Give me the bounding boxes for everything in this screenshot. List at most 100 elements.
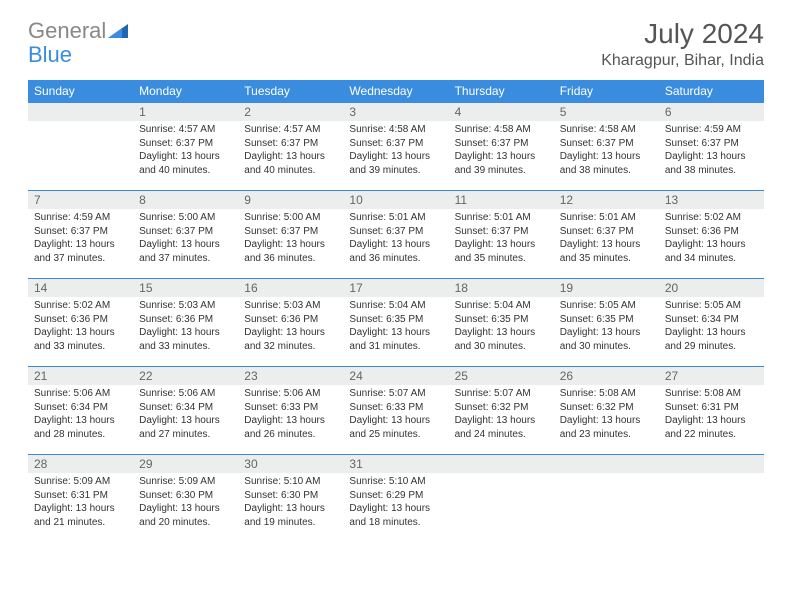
day-cell: 21Sunrise: 5:06 AMSunset: 6:34 PMDayligh… [28, 367, 133, 455]
day-content: Sunrise: 4:58 AMSunset: 6:37 PMDaylight:… [554, 121, 659, 181]
day-number: 22 [133, 367, 238, 385]
day-cell: 20Sunrise: 5:05 AMSunset: 6:34 PMDayligh… [659, 279, 764, 367]
week-row: 1Sunrise: 4:57 AMSunset: 6:37 PMDaylight… [28, 103, 764, 191]
day-number: 7 [28, 191, 133, 209]
title-block: July 2024 Kharagpur, Bihar, India [601, 18, 764, 70]
day-cell [554, 455, 659, 543]
logo-text-blue: Blue [28, 42, 72, 67]
weekday-header: Sunday [28, 80, 133, 103]
day-number: 10 [343, 191, 448, 209]
day-content: Sunrise: 4:58 AMSunset: 6:37 PMDaylight:… [343, 121, 448, 181]
day-cell: 2Sunrise: 4:57 AMSunset: 6:37 PMDaylight… [238, 103, 343, 191]
location: Kharagpur, Bihar, India [601, 52, 764, 70]
day-number [28, 103, 133, 121]
day-cell: 23Sunrise: 5:06 AMSunset: 6:33 PMDayligh… [238, 367, 343, 455]
day-number: 6 [659, 103, 764, 121]
weekday-header: Thursday [449, 80, 554, 103]
day-content: Sunrise: 5:01 AMSunset: 6:37 PMDaylight:… [554, 209, 659, 269]
day-number: 13 [659, 191, 764, 209]
day-cell: 8Sunrise: 5:00 AMSunset: 6:37 PMDaylight… [133, 191, 238, 279]
day-number: 24 [343, 367, 448, 385]
day-cell: 29Sunrise: 5:09 AMSunset: 6:30 PMDayligh… [133, 455, 238, 543]
week-row: 28Sunrise: 5:09 AMSunset: 6:31 PMDayligh… [28, 455, 764, 543]
weekday-header: Monday [133, 80, 238, 103]
day-cell: 5Sunrise: 4:58 AMSunset: 6:37 PMDaylight… [554, 103, 659, 191]
day-number: 3 [343, 103, 448, 121]
day-content: Sunrise: 5:09 AMSunset: 6:31 PMDaylight:… [28, 473, 133, 533]
day-cell: 1Sunrise: 4:57 AMSunset: 6:37 PMDaylight… [133, 103, 238, 191]
day-content: Sunrise: 5:07 AMSunset: 6:33 PMDaylight:… [343, 385, 448, 445]
day-cell: 14Sunrise: 5:02 AMSunset: 6:36 PMDayligh… [28, 279, 133, 367]
day-content: Sunrise: 5:06 AMSunset: 6:34 PMDaylight:… [133, 385, 238, 445]
day-cell [659, 455, 764, 543]
day-number: 14 [28, 279, 133, 297]
day-content: Sunrise: 5:08 AMSunset: 6:32 PMDaylight:… [554, 385, 659, 445]
day-cell: 7Sunrise: 4:59 AMSunset: 6:37 PMDaylight… [28, 191, 133, 279]
day-cell: 22Sunrise: 5:06 AMSunset: 6:34 PMDayligh… [133, 367, 238, 455]
logo-text-gray: General [28, 18, 106, 44]
day-cell: 3Sunrise: 4:58 AMSunset: 6:37 PMDaylight… [343, 103, 448, 191]
day-cell [28, 103, 133, 191]
day-content: Sunrise: 5:06 AMSunset: 6:33 PMDaylight:… [238, 385, 343, 445]
day-number: 29 [133, 455, 238, 473]
day-number: 5 [554, 103, 659, 121]
day-number: 28 [28, 455, 133, 473]
day-content: Sunrise: 4:59 AMSunset: 6:37 PMDaylight:… [659, 121, 764, 181]
day-content: Sunrise: 5:04 AMSunset: 6:35 PMDaylight:… [449, 297, 554, 357]
day-number: 21 [28, 367, 133, 385]
day-number: 9 [238, 191, 343, 209]
day-cell: 6Sunrise: 4:59 AMSunset: 6:37 PMDaylight… [659, 103, 764, 191]
day-content: Sunrise: 5:10 AMSunset: 6:30 PMDaylight:… [238, 473, 343, 533]
day-number: 20 [659, 279, 764, 297]
day-content: Sunrise: 4:57 AMSunset: 6:37 PMDaylight:… [133, 121, 238, 181]
day-cell [449, 455, 554, 543]
day-content: Sunrise: 5:00 AMSunset: 6:37 PMDaylight:… [238, 209, 343, 269]
day-cell: 16Sunrise: 5:03 AMSunset: 6:36 PMDayligh… [238, 279, 343, 367]
day-content: Sunrise: 5:06 AMSunset: 6:34 PMDaylight:… [28, 385, 133, 445]
day-number: 27 [659, 367, 764, 385]
day-cell: 17Sunrise: 5:04 AMSunset: 6:35 PMDayligh… [343, 279, 448, 367]
day-number: 31 [343, 455, 448, 473]
day-content: Sunrise: 5:02 AMSunset: 6:36 PMDaylight:… [659, 209, 764, 269]
weekday-header: Saturday [659, 80, 764, 103]
day-content: Sunrise: 5:10 AMSunset: 6:29 PMDaylight:… [343, 473, 448, 533]
day-cell: 10Sunrise: 5:01 AMSunset: 6:37 PMDayligh… [343, 191, 448, 279]
day-number: 30 [238, 455, 343, 473]
day-cell: 19Sunrise: 5:05 AMSunset: 6:35 PMDayligh… [554, 279, 659, 367]
day-cell: 24Sunrise: 5:07 AMSunset: 6:33 PMDayligh… [343, 367, 448, 455]
weekday-header: Wednesday [343, 80, 448, 103]
day-content: Sunrise: 5:09 AMSunset: 6:30 PMDaylight:… [133, 473, 238, 533]
weekday-header: Tuesday [238, 80, 343, 103]
day-number: 15 [133, 279, 238, 297]
day-cell: 11Sunrise: 5:01 AMSunset: 6:37 PMDayligh… [449, 191, 554, 279]
day-number: 19 [554, 279, 659, 297]
week-row: 14Sunrise: 5:02 AMSunset: 6:36 PMDayligh… [28, 279, 764, 367]
week-row: 21Sunrise: 5:06 AMSunset: 6:34 PMDayligh… [28, 367, 764, 455]
day-number [659, 455, 764, 473]
day-content: Sunrise: 5:03 AMSunset: 6:36 PMDaylight:… [238, 297, 343, 357]
day-cell: 25Sunrise: 5:07 AMSunset: 6:32 PMDayligh… [449, 367, 554, 455]
day-cell: 31Sunrise: 5:10 AMSunset: 6:29 PMDayligh… [343, 455, 448, 543]
day-cell: 26Sunrise: 5:08 AMSunset: 6:32 PMDayligh… [554, 367, 659, 455]
day-number: 1 [133, 103, 238, 121]
day-content: Sunrise: 5:05 AMSunset: 6:35 PMDaylight:… [554, 297, 659, 357]
day-cell: 4Sunrise: 4:58 AMSunset: 6:37 PMDaylight… [449, 103, 554, 191]
day-cell: 27Sunrise: 5:08 AMSunset: 6:31 PMDayligh… [659, 367, 764, 455]
day-number: 18 [449, 279, 554, 297]
day-content: Sunrise: 5:00 AMSunset: 6:37 PMDaylight:… [133, 209, 238, 269]
day-content: Sunrise: 5:05 AMSunset: 6:34 PMDaylight:… [659, 297, 764, 357]
day-content: Sunrise: 5:01 AMSunset: 6:37 PMDaylight:… [449, 209, 554, 269]
day-content: Sunrise: 5:03 AMSunset: 6:36 PMDaylight:… [133, 297, 238, 357]
day-content: Sunrise: 5:01 AMSunset: 6:37 PMDaylight:… [343, 209, 448, 269]
weekday-header-row: Sunday Monday Tuesday Wednesday Thursday… [28, 80, 764, 103]
day-cell: 18Sunrise: 5:04 AMSunset: 6:35 PMDayligh… [449, 279, 554, 367]
calendar-table: Sunday Monday Tuesday Wednesday Thursday… [28, 80, 764, 543]
day-content: Sunrise: 4:58 AMSunset: 6:37 PMDaylight:… [449, 121, 554, 181]
day-cell: 9Sunrise: 5:00 AMSunset: 6:37 PMDaylight… [238, 191, 343, 279]
weekday-header: Friday [554, 80, 659, 103]
day-number: 11 [449, 191, 554, 209]
day-number: 23 [238, 367, 343, 385]
header: General July 2024 Kharagpur, Bihar, Indi… [28, 18, 764, 70]
day-number: 8 [133, 191, 238, 209]
day-number: 25 [449, 367, 554, 385]
